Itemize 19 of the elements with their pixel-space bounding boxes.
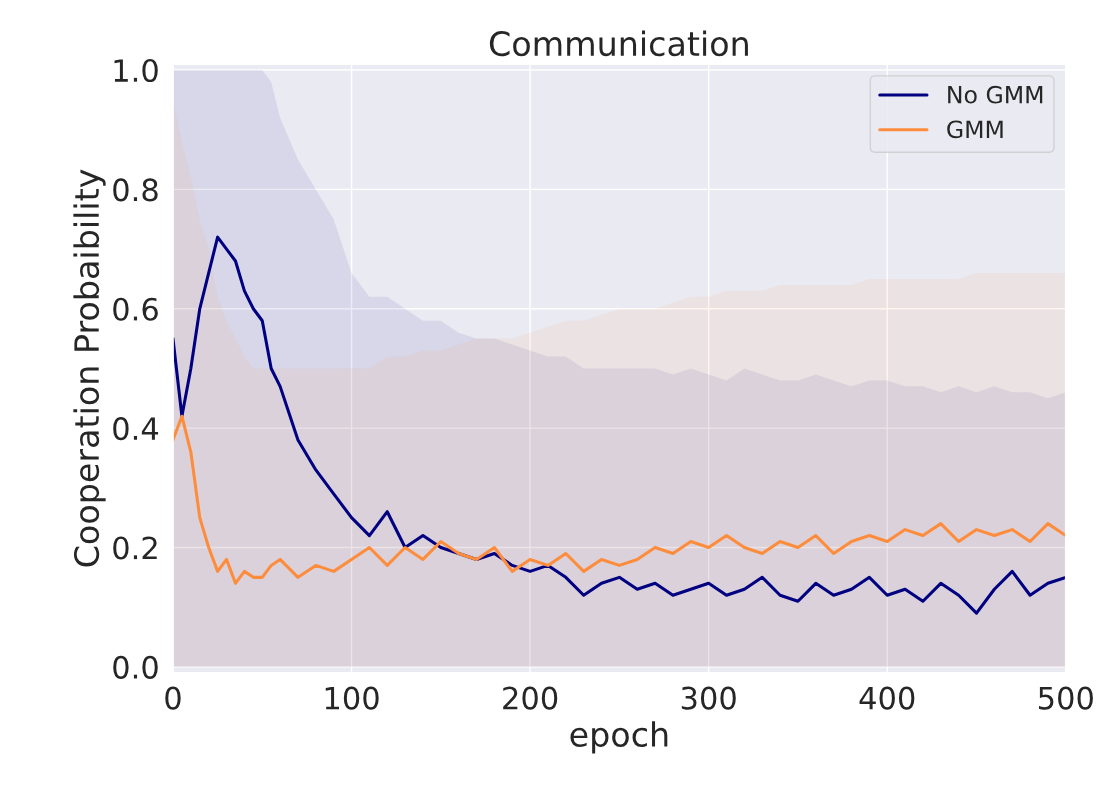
y-tick-label: 1.0 <box>114 58 158 83</box>
chart-title: Communication <box>489 30 748 57</box>
legend-label: GMM <box>947 120 1003 139</box>
y-tick-label: 0.4 <box>113 417 159 441</box>
line-series <box>172 414 1066 585</box>
legend-label: No GMM <box>948 85 1043 104</box>
x-tick-label: 500 <box>1038 686 1093 710</box>
x-tick-label: 100 <box>325 686 379 710</box>
x-tick-label: 400 <box>859 686 915 710</box>
y-tick-label: 0.2 <box>113 536 157 560</box>
y-tick-label: 0.0 <box>113 655 158 679</box>
x-tick-label: 200 <box>503 686 558 710</box>
x-tick-label: 0 <box>165 686 181 710</box>
y-axis-title: Cooperation Probaibility <box>73 169 106 567</box>
line-series <box>172 235 1066 615</box>
x-axis-title: epoch <box>570 721 668 754</box>
y-tick-label: 0.8 <box>113 178 158 202</box>
x-tick-label: 300 <box>681 686 736 710</box>
y-tick-label: 0.6 <box>113 297 158 321</box>
